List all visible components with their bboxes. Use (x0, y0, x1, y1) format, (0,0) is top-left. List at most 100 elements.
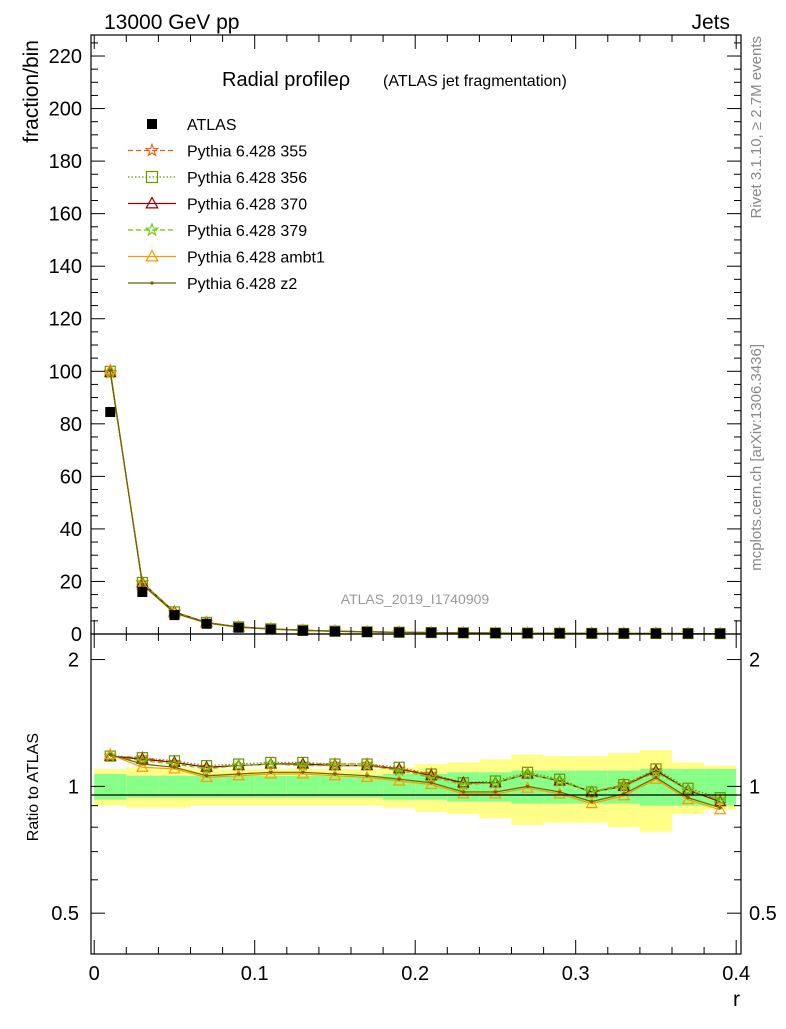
ratio-point-5 (140, 762, 144, 766)
x-tick-label: 0.2 (401, 963, 429, 985)
ratio-point-5 (461, 790, 465, 794)
ratio-tick-label-right: 1 (749, 776, 760, 798)
legend-label-data: ATLAS (187, 117, 237, 134)
header: 13000 GeV pp Jets (104, 11, 730, 34)
legend-label-5: Pythia 6.428 z2 (187, 276, 297, 293)
y-tick-label: 180 (49, 151, 82, 173)
ratio-band-inner (704, 768, 737, 806)
ratio-point-4 (457, 787, 470, 799)
ratio-point-4 (264, 767, 278, 779)
legend-marker-0 (144, 142, 160, 157)
ratio-point-2 (489, 776, 502, 788)
data-point (265, 624, 276, 635)
ratio-point-0 (135, 750, 150, 764)
ratio-band-inner (190, 775, 223, 798)
data-point (137, 586, 148, 597)
ratio-point-2 (360, 758, 374, 771)
legend-marker-5 (150, 281, 154, 285)
ratio-point-3 (263, 756, 278, 770)
data-point (105, 407, 116, 418)
ratio-point-4 (489, 787, 502, 799)
data-point (169, 610, 180, 621)
data-point (394, 627, 405, 638)
ratio-band-inner (254, 775, 287, 798)
legend-marker-data (147, 119, 157, 129)
ratio-curves (103, 747, 727, 815)
ratio-point-0 (360, 756, 374, 770)
y-tick-label: 60 (60, 466, 82, 488)
ratio-point-4 (360, 770, 374, 783)
ratio-point-5 (590, 800, 594, 804)
data-point (201, 618, 212, 629)
data-point (362, 627, 373, 638)
ratio-point-5 (493, 790, 498, 794)
ratio-point-4 (103, 747, 117, 760)
y-tick-label: 140 (49, 256, 82, 278)
ratio-tick-label-left: 1 (68, 776, 79, 798)
ratio-point-4 (521, 781, 534, 793)
ratio-point-5 (558, 790, 562, 794)
ratio-point-5 (108, 752, 112, 757)
legend: ATLAS Pythia 6.428 355 Pythia 6.428 356 Pyt… (128, 117, 325, 293)
y-tick-label: 200 (49, 99, 82, 121)
ratio-point-3 (392, 763, 406, 777)
ratio-point-3 (360, 758, 374, 772)
ratio-point-3 (617, 779, 631, 793)
ratio-point-5 (301, 770, 305, 774)
x-tick-label: 0 (89, 963, 100, 985)
chart-title: Radial profileρ (222, 69, 350, 91)
ratio-point-4 (585, 796, 599, 809)
data-point (426, 627, 437, 638)
ratio-point-5 (333, 772, 337, 776)
tick-marks (91, 35, 741, 954)
legend-marker-3 (144, 222, 160, 237)
ratio-point-4 (713, 803, 727, 815)
x-axis-label: r (733, 988, 740, 1011)
rivet-label: Rivet 3.1.10, ≥ 2.7M events (748, 36, 765, 219)
ratio-tick-label-left: 0.5 (51, 903, 79, 925)
ratio-point-3 (328, 758, 342, 772)
data-point (522, 628, 533, 639)
ratio-tick-label-left: 2 (68, 650, 79, 672)
y-tick-label: 80 (60, 414, 82, 436)
process-label: 13000 GeV pp (104, 11, 239, 34)
ratio-point-0 (328, 756, 342, 770)
ratio-band-inner (286, 775, 319, 798)
analysis-id: ATLAS_2019_I1740909 (341, 591, 490, 607)
data-point (297, 625, 308, 636)
legend-marker-2 (145, 196, 159, 209)
legend-label-3: Pythia 6.428 379 (187, 223, 307, 240)
series-point-5 (140, 582, 144, 586)
y-axis-label: fraction/bin (20, 40, 43, 143)
data-point (554, 628, 565, 639)
ratio-point-5 (686, 796, 690, 800)
ratio-point-4 (328, 768, 342, 781)
ratio-tick-label-right: 0.5 (749, 903, 777, 925)
ratio-y-axis-label: Ratio to ATLAS (25, 733, 42, 841)
ratio-point-3 (231, 758, 246, 772)
ratio-point-3 (681, 782, 695, 796)
ratio-tick-label-right: 2 (749, 650, 760, 672)
series-point-5 (108, 369, 112, 373)
ratio-point-2 (521, 767, 534, 779)
ratio-point-5 (365, 774, 369, 778)
data-point (458, 627, 469, 638)
ratio-band-inner (351, 775, 384, 798)
legend-label-1: Pythia 6.428 356 (187, 170, 307, 187)
ratio-band-inner (126, 775, 159, 798)
ratio-panel-frame (90, 633, 742, 955)
data-point (490, 628, 501, 639)
legend-marker-4 (145, 249, 159, 262)
ratio-point-3 (713, 792, 727, 806)
ratio-point-5 (204, 774, 209, 778)
ratio-line-3 (110, 755, 721, 801)
ratio-point-4 (296, 767, 310, 779)
ratio-point-4 (200, 770, 213, 783)
data-point (586, 628, 597, 639)
legend-label-4: Pythia 6.428 ambt1 (187, 250, 325, 267)
legend-marker-1 (145, 170, 159, 184)
ratio-point-5 (525, 784, 530, 788)
y-tick-label: 100 (49, 361, 82, 383)
y-tick-label: 20 (60, 571, 82, 593)
